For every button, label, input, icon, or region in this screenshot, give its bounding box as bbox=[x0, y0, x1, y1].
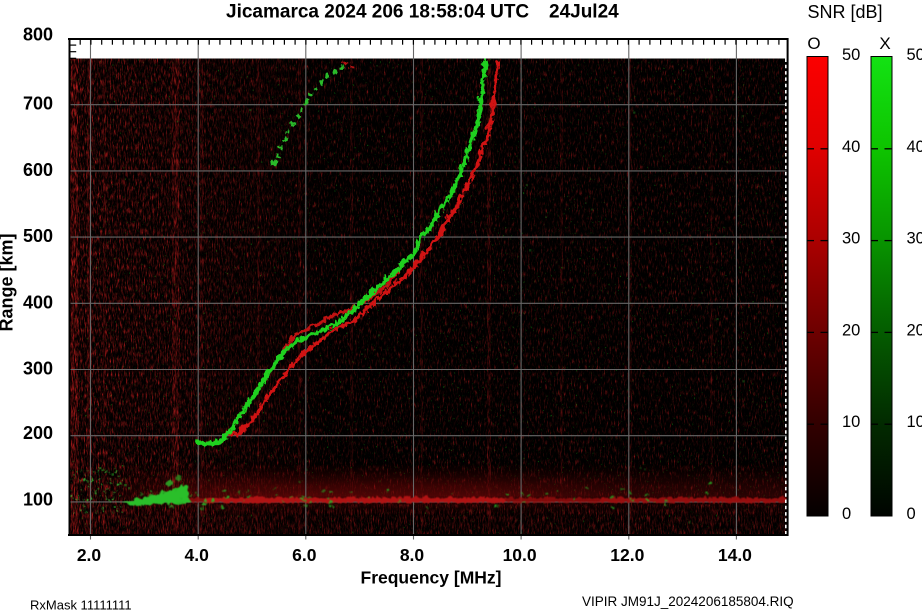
svg-text:14.0: 14.0 bbox=[718, 545, 752, 565]
svg-text:SNR [dB]: SNR [dB] bbox=[808, 2, 883, 22]
svg-text:8.0: 8.0 bbox=[400, 545, 425, 565]
svg-text:0: 0 bbox=[842, 505, 851, 523]
svg-text:20: 20 bbox=[842, 321, 860, 339]
svg-text:O: O bbox=[807, 34, 820, 53]
svg-text:10: 10 bbox=[907, 413, 922, 431]
svg-text:600: 600 bbox=[23, 160, 53, 180]
svg-text:Frequency [MHz]: Frequency [MHz] bbox=[361, 568, 502, 588]
svg-text:100: 100 bbox=[23, 489, 53, 509]
svg-text:6.0: 6.0 bbox=[292, 545, 317, 565]
svg-text:10.0: 10.0 bbox=[503, 545, 537, 565]
svg-text:20: 20 bbox=[907, 321, 922, 339]
svg-text:RxMask 11111111: RxMask 11111111 bbox=[30, 598, 132, 613]
svg-text:30: 30 bbox=[842, 230, 860, 248]
svg-text:4.0: 4.0 bbox=[185, 545, 210, 565]
svg-text:40: 40 bbox=[907, 138, 922, 156]
svg-text:Range [km]: Range [km] bbox=[0, 233, 17, 331]
svg-text:700: 700 bbox=[23, 94, 53, 114]
svg-text:0: 0 bbox=[907, 505, 916, 523]
svg-text:VIPIR JM91J_2024206185804.RIQ: VIPIR JM91J_2024206185804.RIQ bbox=[582, 594, 794, 609]
svg-text:40: 40 bbox=[842, 138, 860, 156]
svg-text:Jicamarca 2024 206 18:58:04 UT: Jicamarca 2024 206 18:58:04 UTC bbox=[226, 2, 529, 23]
svg-text:12.0: 12.0 bbox=[610, 545, 644, 565]
svg-text:30: 30 bbox=[907, 230, 922, 248]
svg-text:300: 300 bbox=[23, 359, 53, 379]
svg-text:2.0: 2.0 bbox=[77, 545, 102, 565]
svg-text:X: X bbox=[879, 34, 890, 53]
svg-text:800: 800 bbox=[23, 25, 53, 45]
svg-text:200: 200 bbox=[23, 423, 53, 443]
svg-text:24Jul24: 24Jul24 bbox=[549, 2, 619, 23]
svg-text:10: 10 bbox=[842, 413, 860, 431]
svg-text:50: 50 bbox=[842, 46, 860, 64]
svg-text:50: 50 bbox=[907, 46, 922, 64]
svg-text:400: 400 bbox=[23, 292, 53, 312]
svg-text:500: 500 bbox=[23, 226, 53, 246]
